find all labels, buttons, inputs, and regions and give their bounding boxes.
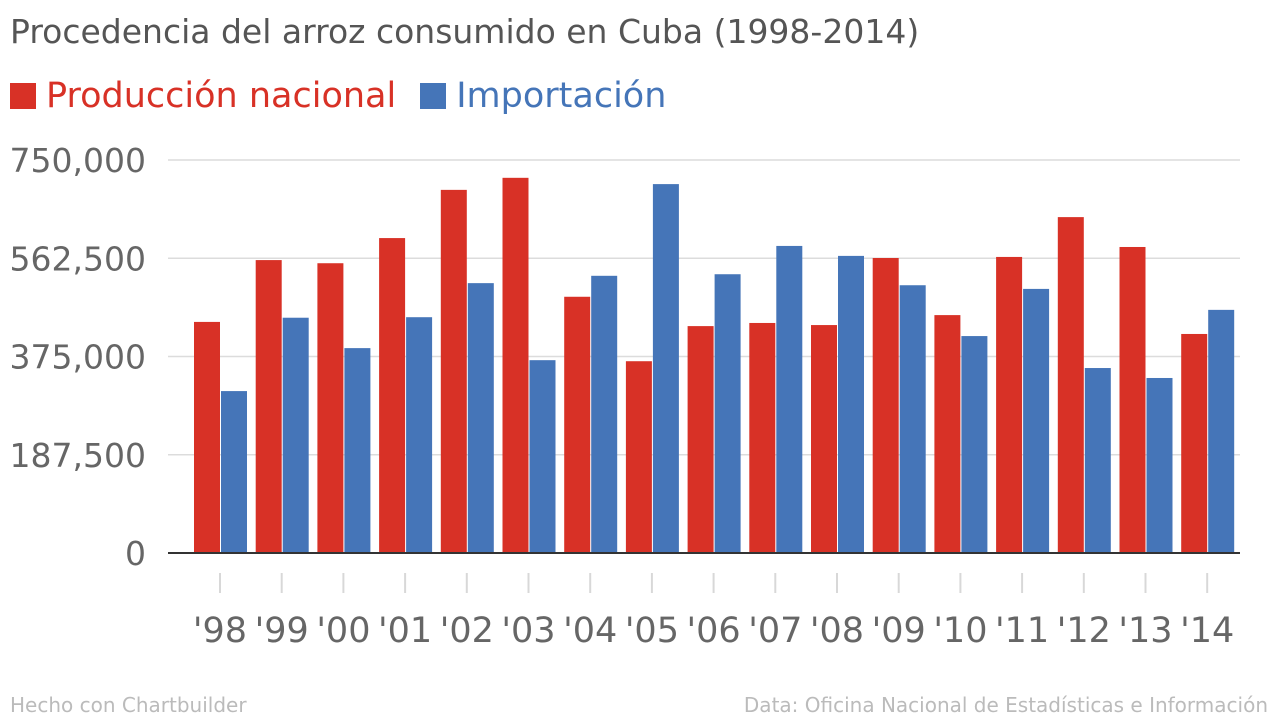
bar-produccion <box>1119 246 1146 553</box>
legend-label: Producción nacional <box>46 76 397 116</box>
x-tick-label: '09 <box>872 611 926 651</box>
x-tick-label: '03 <box>501 611 555 651</box>
bar-produccion <box>194 321 220 553</box>
y-tick-label: 750,000 <box>10 141 146 180</box>
bar-produccion <box>379 238 406 554</box>
x-tick-label: '01 <box>378 611 432 651</box>
y-tick-label: 187,500 <box>10 436 146 475</box>
chart-title: Procedencia del arroz consumido en Cuba … <box>10 12 920 51</box>
legend-item-importacion: Importación <box>420 76 666 116</box>
bar-produccion <box>625 361 652 553</box>
bar-produccion <box>255 260 282 553</box>
bar-produccion <box>440 189 467 554</box>
x-tick-label: '12 <box>1057 611 1111 651</box>
bar-importacion <box>282 317 309 553</box>
bar-importacion <box>529 360 556 553</box>
bar-produccion <box>1181 333 1208 553</box>
bar-importacion <box>899 285 926 553</box>
x-tick-label: '13 <box>1118 611 1172 651</box>
legend-swatch <box>420 83 447 109</box>
legend-swatch <box>10 83 36 109</box>
bar-importacion <box>714 274 741 553</box>
bar-importacion <box>221 391 247 553</box>
x-tick-label: '14 <box>1180 611 1234 651</box>
bar-produccion <box>934 315 961 553</box>
bar-importacion <box>406 317 433 553</box>
bar-importacion <box>591 275 618 553</box>
bar-importacion <box>652 184 679 553</box>
bar-produccion <box>687 326 714 553</box>
y-tick-label: 0 <box>125 534 146 573</box>
bar-produccion <box>502 177 529 554</box>
bar-importacion <box>1023 288 1050 553</box>
x-tick-label: '99 <box>255 611 309 651</box>
x-tick-label: '07 <box>748 611 802 651</box>
bar-produccion <box>811 325 837 553</box>
x-tick-label: '10 <box>933 611 987 651</box>
x-tick-label: '04 <box>563 611 617 651</box>
footer-source: Data: Oficina Nacional de Estadísticas e… <box>743 693 1268 717</box>
legend-item-produccion: Producción nacional <box>10 76 396 116</box>
y-tick-label: 375,000 <box>10 338 146 377</box>
y-tick-label: 562,500 <box>10 239 146 278</box>
x-tick-label: '00 <box>316 611 370 651</box>
x-tick-label: '08 <box>810 611 864 651</box>
bar-importacion <box>1208 309 1235 553</box>
legend: Producción nacional Importación <box>10 76 690 116</box>
bar-importacion <box>776 245 803 553</box>
bar-produccion <box>1057 217 1084 553</box>
bar-importacion <box>838 255 864 553</box>
bar-produccion <box>749 322 776 553</box>
bar-produccion <box>564 296 591 553</box>
bar-produccion <box>996 256 1023 553</box>
x-tick-label: '11 <box>995 611 1049 651</box>
x-tick-label: '05 <box>625 611 679 651</box>
x-tick-label: '06 <box>687 611 741 651</box>
bar-importacion <box>1084 368 1111 553</box>
bar-importacion <box>344 348 371 553</box>
bar-importacion <box>1146 377 1173 553</box>
x-tick-label: '02 <box>440 611 494 651</box>
bar-importacion <box>467 283 494 553</box>
legend-label: Importación <box>456 76 667 116</box>
bar-produccion <box>317 263 344 553</box>
bar-produccion <box>872 257 899 553</box>
x-tick-label: '98 <box>193 611 247 651</box>
bar-importacion <box>961 336 988 553</box>
footer-credit: Hecho con Chartbuilder <box>10 693 247 717</box>
